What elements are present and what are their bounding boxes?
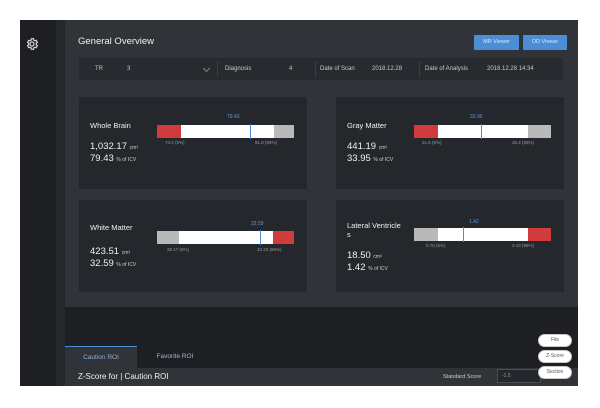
percent-value: 1.42 % of ICV	[347, 262, 388, 273]
volume-value: 1,032.17 cm³	[90, 141, 138, 152]
tab-caution-roi[interactable]: Caution ROI	[65, 346, 137, 368]
whole-brain-card: Whole Brain 1,032.17 cm³ 79.43 % of ICV …	[79, 97, 307, 189]
z-score-button[interactable]: Z-Score	[538, 350, 572, 363]
diagnosis-value: 4	[289, 66, 293, 72]
date-of-analysis-value: 2018.12.28 14:34	[487, 66, 534, 72]
marker-label: 33.95	[470, 114, 483, 120]
lateral-ventricles-card: Lateral Ventricle s 18.50 cm³ 1.42 % of …	[336, 200, 564, 292]
card-title: White Matter	[90, 223, 133, 232]
roi-section: Caution ROI Favorite ROI Z-Score for | C…	[65, 330, 578, 386]
od-viewer-button[interactable]: OD Viewer	[523, 35, 567, 50]
gray-matter-card: Gray Matter 441.19 cm³ 33.95 % of ICV 33…	[336, 97, 564, 189]
gear-icon[interactable]	[25, 37, 39, 51]
left-rail	[20, 20, 44, 386]
percent-value: 79.43 % of ICV	[90, 153, 137, 164]
range-bar	[157, 124, 294, 139]
chevron-down-icon[interactable]	[202, 64, 211, 73]
marker-label: 1.42	[469, 219, 479, 225]
volume-value: 441.19 cm³	[347, 141, 388, 152]
mr-viewer-button[interactable]: MR Viewer	[474, 35, 519, 50]
percent-value: 33.95 % of ICV	[347, 153, 394, 164]
percent-value: 32.59 % of ICV	[90, 258, 137, 269]
white-matter-card: White Matter 423.51 cm³ 32.59 % of ICV 3…	[79, 200, 307, 292]
volume-value: 423.51 cm³	[90, 246, 131, 257]
score-marker	[259, 230, 261, 245]
range-high-label: 33.23 (95%)	[257, 247, 282, 252]
marker-label: 79.43	[227, 114, 240, 120]
range-bar	[157, 230, 294, 245]
range-bar	[414, 124, 551, 139]
range-low-label: 31.6 (5%)	[422, 140, 442, 145]
volume-value: 18.50 cm³	[347, 250, 382, 261]
zscore-title: Z-Score for | Caution ROI	[78, 372, 169, 381]
score-marker	[250, 124, 252, 139]
range-high-label: 3.43 (95%)	[512, 243, 535, 248]
standard-score-label: Standard Score	[443, 374, 482, 380]
range-high-label: 36.4 (95%)	[512, 140, 535, 145]
range-low-label: 0.76 (5%)	[426, 243, 446, 248]
field1-select[interactable]: 3	[127, 66, 131, 72]
card-title: Lateral Ventricle	[347, 221, 401, 230]
card-title: Gray Matter	[347, 121, 387, 130]
score-marker	[481, 124, 483, 139]
file-button[interactable]: File	[538, 334, 572, 347]
range-low-label: 28.17 (5%)	[167, 247, 190, 252]
date-of-scan-value: 2018.12.28	[372, 66, 403, 72]
diagnosis-label: Diagnosis	[225, 66, 252, 72]
range-high-label: 81.8 (95%)	[255, 140, 278, 145]
field1-label: TR	[95, 66, 103, 72]
marker-label: 32.59	[251, 221, 264, 227]
general-overview-panel: General Overview MR Viewer OD Viewer TR …	[65, 20, 578, 307]
card-title: Whole Brain	[90, 121, 131, 130]
zscore-header: Z-Score for | Caution ROI Standard Score…	[65, 368, 578, 386]
range-bar	[414, 227, 551, 242]
section-button[interactable]: Section	[538, 366, 572, 379]
standard-score-input[interactable]: -1.5	[497, 369, 541, 383]
rail-divider	[56, 20, 65, 386]
range-low-label: 74.2 (5%)	[165, 140, 185, 145]
score-marker	[463, 227, 465, 242]
page-title: General Overview	[78, 36, 155, 47]
date-of-analysis-label: Date of Analysis	[425, 66, 469, 72]
card-title-suffix: s	[347, 230, 351, 239]
app-window: General Overview MR Viewer OD Viewer TR …	[20, 20, 578, 386]
tab-favorite-roi[interactable]: Favorite ROI	[156, 353, 194, 360]
date-of-scan-label: Date of Scan	[320, 66, 355, 72]
filter-row: TR 3 Diagnosis 4 Date of Scan 2018.12.28…	[79, 58, 563, 80]
